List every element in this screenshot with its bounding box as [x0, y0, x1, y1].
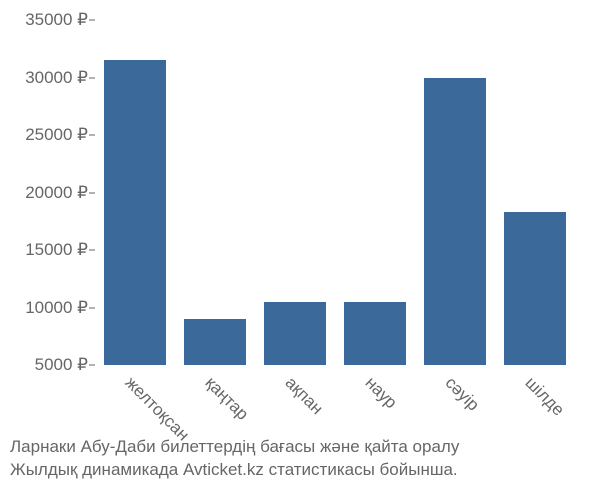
bars-layer [95, 20, 575, 365]
x-tick-label: ақпан [281, 373, 327, 419]
chart-caption: Ларнаки Абу-Даби билеттердің бағасы және… [10, 436, 600, 482]
y-tick-label: 15000 ₽ [0, 240, 88, 260]
y-tick-mark [89, 20, 95, 21]
bar [424, 78, 486, 366]
x-tick-label: қаңтар [201, 373, 252, 424]
y-tick-label: 30000 ₽ [0, 68, 88, 88]
bar [344, 302, 406, 365]
y-tick-mark [89, 307, 95, 308]
y-tick-mark [89, 77, 95, 78]
y-tick-label: 10000 ₽ [0, 298, 88, 318]
y-tick-mark [89, 250, 95, 251]
bar [184, 319, 246, 365]
bar [104, 60, 166, 365]
caption-line-1: Ларнаки Абу-Даби билеттердің бағасы және… [10, 436, 600, 459]
x-tick-label: сәуір [441, 373, 483, 415]
caption-line-2: Жылдық динамикада Avticket.kz статистика… [10, 459, 600, 482]
plot-area: 5000 ₽10000 ₽15000 ₽20000 ₽25000 ₽30000 … [95, 20, 575, 365]
y-tick-label: 25000 ₽ [0, 125, 88, 145]
y-tick-mark [89, 192, 95, 193]
chart-container: 5000 ₽ 10000 ₽ 15000 ₽ 20000 ₽ 25000 ₽ 30000 … [0, 0, 600, 500]
y-tick-label: 35000 ₽ [0, 10, 88, 30]
y-tick-label: 20000 ₽ [0, 183, 88, 203]
x-tick-label: наур [361, 373, 401, 413]
y-tick-label: 5000 ₽ [0, 355, 88, 375]
bar [264, 302, 326, 365]
y-tick-mark [89, 135, 95, 136]
x-tick-label: шілде [521, 373, 568, 420]
x-labels-layer: желтоқсанқаңтарақпаннаурсәуіршілде [95, 365, 575, 366]
bar [504, 212, 566, 365]
x-tick-label: желтоқсан [121, 373, 193, 445]
